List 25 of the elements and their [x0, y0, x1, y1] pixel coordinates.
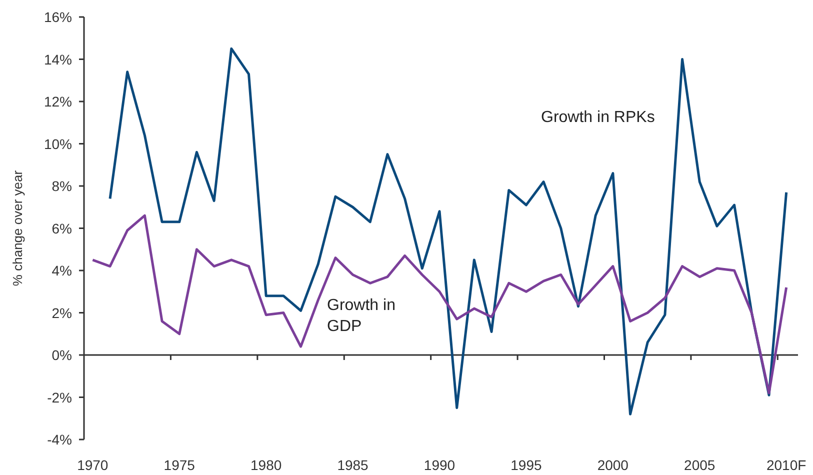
- x-tick-label: 1975: [164, 457, 196, 473]
- x-tick-label: 2000: [597, 457, 629, 473]
- y-tick-label: 8%: [52, 178, 72, 194]
- y-tick-label: 0%: [52, 347, 72, 363]
- y-tick-label: 14%: [44, 51, 72, 68]
- series-label: Growth in GDP: [327, 297, 396, 335]
- y-axis-title: % change over year: [10, 170, 25, 286]
- series-label: Growth in RPKs: [541, 109, 655, 126]
- y-tick-label: -4%: [47, 432, 72, 448]
- x-tick-label: 2010F: [766, 457, 806, 473]
- y-tick-label: 2%: [52, 304, 72, 321]
- line-series: [108, 47, 788, 416]
- y-tick-label: 16%: [44, 9, 72, 25]
- x-tick-label: 1970: [77, 457, 108, 473]
- y-tick-label: -2%: [47, 389, 72, 406]
- x-tick-label: 1990: [424, 457, 456, 473]
- line-series: [91, 214, 788, 394]
- y-tick-label: 4%: [52, 262, 72, 278]
- x-tick-label: 1980: [250, 457, 282, 473]
- x-tick-label: 1995: [510, 457, 542, 473]
- x-tick-label: 1985: [337, 457, 369, 473]
- y-tick-label: 12%: [44, 94, 72, 110]
- x-tick-label: 2005: [684, 457, 716, 473]
- y-tick-label: 10%: [44, 136, 72, 152]
- y-tick-label: 6%: [52, 220, 72, 236]
